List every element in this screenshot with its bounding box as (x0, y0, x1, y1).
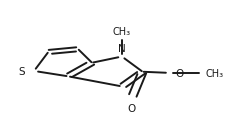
Text: CH₃: CH₃ (112, 27, 130, 37)
Text: S: S (19, 66, 25, 76)
Text: CH₃: CH₃ (205, 68, 223, 78)
Text: N: N (117, 44, 125, 54)
Text: O: O (126, 103, 135, 113)
Text: O: O (175, 68, 183, 78)
